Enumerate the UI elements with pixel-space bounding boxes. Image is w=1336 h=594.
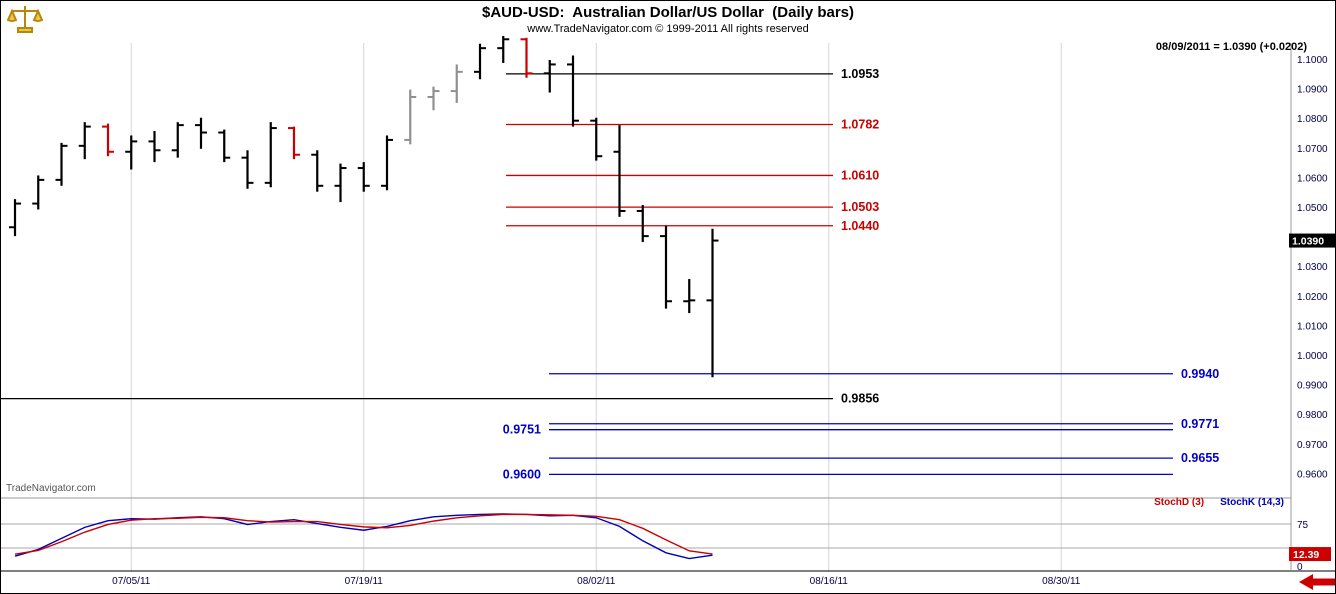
ohlc-bar	[683, 279, 696, 314]
price-axis-label: 1.0900	[1297, 85, 1328, 96]
stoch-value-label: 12.39	[1293, 549, 1319, 561]
scroll-left-arrow[interactable]	[1299, 574, 1335, 590]
price-level-label: 0.9940	[1181, 367, 1219, 381]
price-levels: 1.0953 1.0782 1.0610 1.0503 1.0440 0.9940 0.98…	[1, 67, 1219, 481]
ohlc-bar	[706, 228, 719, 378]
price-level-label: 1.0503	[841, 200, 879, 214]
price-level-label: 1.0953	[841, 67, 879, 81]
ohlc-bar	[427, 86, 440, 111]
ohlc-bar	[497, 36, 510, 63]
price-axis-label: 1.0700	[1297, 144, 1328, 155]
last-price-value: 1.0390	[1292, 236, 1324, 248]
ohlc-bar	[567, 55, 579, 127]
chart-title: $AUD-USD: Australian Dollar/US Dollar (D…	[481, 4, 855, 21]
price-level-label: 0.9655	[1181, 451, 1219, 465]
ohlc-bar	[264, 122, 277, 188]
stochd-legend-label[interactable]: StochD (3)	[1154, 497, 1205, 508]
scrollbar[interactable]	[1299, 574, 1335, 590]
ohlc-bar	[613, 125, 626, 217]
ohlc-bar	[520, 37, 533, 78]
price-axis-label: 0.9700	[1297, 440, 1328, 451]
price-level-label: 0.9751	[503, 423, 541, 437]
ohlc-bar	[288, 126, 300, 160]
stoch-75-label: 75	[1297, 520, 1309, 531]
ohlc-bar	[78, 122, 91, 160]
panel-separators	[1, 43, 1335, 572]
ohlc-bar	[590, 117, 603, 161]
price-axis-label: 0.9800	[1297, 410, 1328, 421]
scales-logo-icon	[6, 3, 44, 35]
date-axis[interactable]: 07/05/11 07/19/11 08/02/11 08/16/11 08/30/11	[112, 576, 1081, 587]
ohlc-bar	[474, 43, 486, 80]
date-axis-label: 07/05/11	[112, 576, 151, 587]
last-price-marker: 1.0390	[1289, 233, 1335, 248]
indicator-legend: StochD (3) StochK (14,3)	[1154, 497, 1284, 508]
price-level-label: 1.0782	[841, 118, 879, 132]
ohlc-bar	[55, 142, 68, 186]
price-axis-label: 1.0000	[1297, 351, 1328, 362]
price-axis-label: 1.0200	[1297, 292, 1328, 303]
stochk-line	[14, 513, 713, 560]
price-level-label: 1.0610	[841, 168, 879, 182]
ohlc-bar	[381, 135, 393, 191]
price-axis-label: 1.0500	[1297, 203, 1328, 214]
watermark: TradeNavigator.com	[6, 483, 96, 494]
ohlc-bar	[311, 150, 324, 192]
last-quote-info: 08/09/2011 = 1.0390 (+0.0202)	[1155, 41, 1307, 53]
ohlc-bar	[32, 175, 45, 210]
ohlc-bar	[218, 129, 231, 163]
date-axis-label: 08/02/11	[577, 576, 616, 587]
stochk-legend-label[interactable]: StochK (14,3)	[1220, 497, 1284, 508]
ohlc-bar	[148, 131, 161, 163]
ohlc-bar	[543, 60, 556, 93]
price-axis-label: 1.0300	[1297, 262, 1328, 273]
price-axis-label: 1.1000	[1297, 55, 1328, 66]
ohlc-bar	[404, 89, 417, 145]
date-axis-label: 08/16/11	[810, 576, 849, 587]
ohlc-bar	[660, 225, 672, 309]
price-axis-label: 0.9900	[1297, 381, 1328, 392]
ohlc-bar	[357, 162, 370, 192]
ohlc-bar	[450, 64, 463, 103]
ohlc-bar	[636, 205, 649, 243]
price-level-label: 1.0440	[841, 219, 879, 233]
price-axis[interactable]: 1.1000 1.0900 1.0800 1.0700 1.0600 1.0500 1.03…	[1297, 55, 1328, 480]
stoch-value-box	[1289, 547, 1331, 562]
chart-subtitle: www.TradeNavigator.com © 1999-2011 All r…	[527, 23, 809, 35]
last-price-box	[1289, 233, 1335, 248]
stochastic-panel: 75 12.390	[14, 513, 1331, 573]
ohlc-bar	[195, 117, 207, 149]
ohlc-bar	[125, 135, 138, 170]
date-axis-label: 07/19/11	[345, 576, 384, 587]
stoch-gridlines	[1, 523, 1291, 549]
ohlc-bar	[102, 123, 114, 157]
ohlc-bar	[241, 150, 254, 189]
price-axis-label: 0.9600	[1297, 469, 1328, 480]
price-axis-label: 1.0800	[1297, 114, 1328, 125]
price-level-label: 0.9600	[503, 467, 541, 481]
ohlc-bar	[334, 163, 347, 203]
stoch-zero-label: 0	[1297, 562, 1303, 573]
price-level-label: 0.9856	[841, 392, 879, 406]
price-axis-label: 1.0600	[1297, 173, 1328, 184]
ohlc-bar	[9, 199, 21, 237]
price-bars	[9, 36, 719, 378]
price-axis-label: 1.0100	[1297, 321, 1328, 332]
date-axis-label: 08/30/11	[1042, 576, 1081, 587]
ohlc-bar	[171, 122, 184, 158]
stochd-line	[14, 513, 713, 555]
price-level-label: 0.9771	[1181, 417, 1219, 431]
